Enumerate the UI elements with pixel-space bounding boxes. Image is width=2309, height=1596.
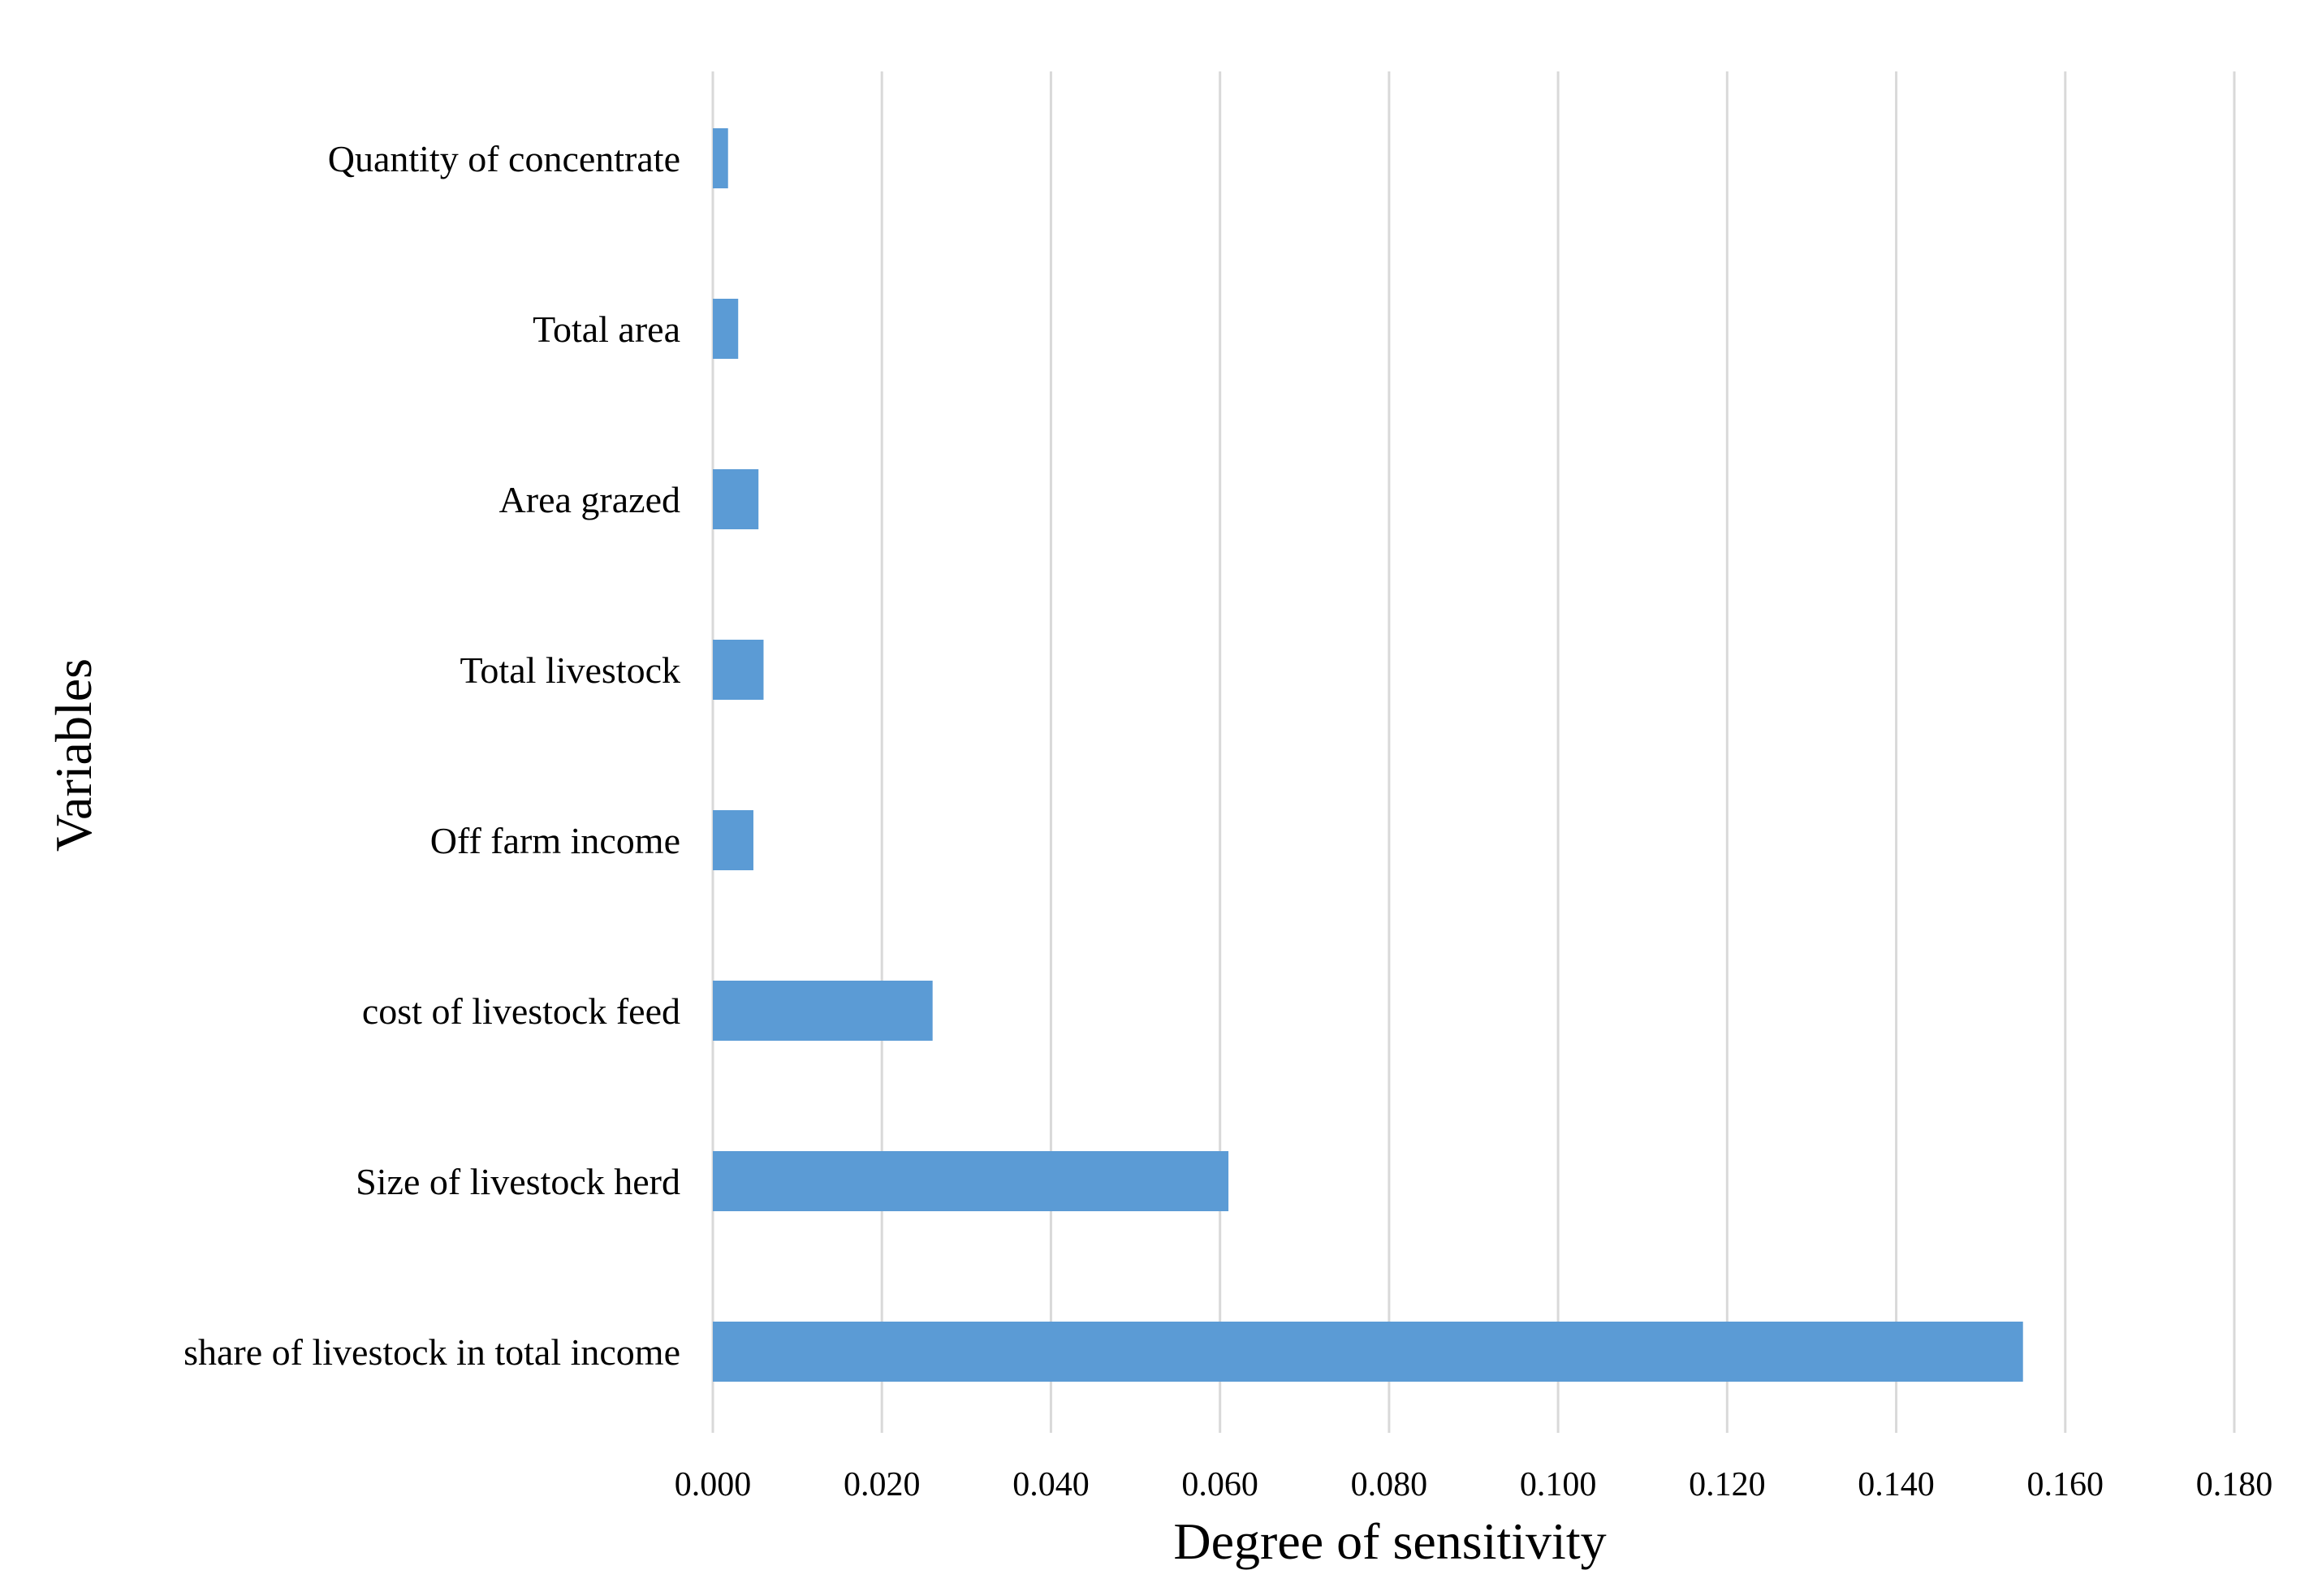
category-label: cost of livestock feed bbox=[362, 990, 680, 1032]
x-tick-labels: 0.000 0.020 0.040 0.060 0.080 0.100 0.120 0.140… bbox=[675, 1466, 2273, 1503]
bar bbox=[713, 469, 759, 529]
x-tick-label: 0.060 bbox=[1181, 1466, 1258, 1503]
category-label: Quantity of concentrate bbox=[328, 138, 680, 179]
bar bbox=[713, 981, 933, 1041]
x-tick-label: 0.160 bbox=[2027, 1466, 2104, 1503]
x-tick-label: 0.140 bbox=[1858, 1466, 1935, 1503]
bar bbox=[713, 1322, 2023, 1382]
category-label: Total area bbox=[533, 308, 680, 350]
y-axis-title: Variables bbox=[45, 658, 102, 852]
gridlines bbox=[711, 71, 2236, 1433]
bars bbox=[713, 128, 2023, 1382]
x-tick-label: 0.100 bbox=[1520, 1466, 1597, 1503]
bar bbox=[713, 640, 764, 700]
category-label: Area grazed bbox=[499, 479, 680, 520]
x-tick-label: 0.000 bbox=[675, 1466, 752, 1503]
category-label: share of livestock in total income bbox=[183, 1331, 680, 1373]
x-axis-title: Degree of sensitivity bbox=[1173, 1512, 1606, 1570]
bar bbox=[713, 128, 728, 188]
category-label: Size of livestock herd bbox=[356, 1161, 680, 1202]
bar bbox=[713, 299, 739, 359]
x-tick-label: 0.080 bbox=[1351, 1466, 1428, 1503]
x-tick-label: 0.180 bbox=[2196, 1466, 2273, 1503]
category-label: Off farm income bbox=[430, 820, 680, 861]
x-tick-label: 0.120 bbox=[1689, 1466, 1766, 1503]
x-tick-label: 0.020 bbox=[844, 1466, 921, 1503]
bar bbox=[713, 1151, 1229, 1211]
x-tick-label: 0.040 bbox=[1012, 1466, 1090, 1503]
bar bbox=[713, 810, 753, 870]
category-label: Total livestock bbox=[460, 649, 680, 691]
category-labels: Quantity of concentrate Total area Area gr… bbox=[183, 138, 680, 1373]
